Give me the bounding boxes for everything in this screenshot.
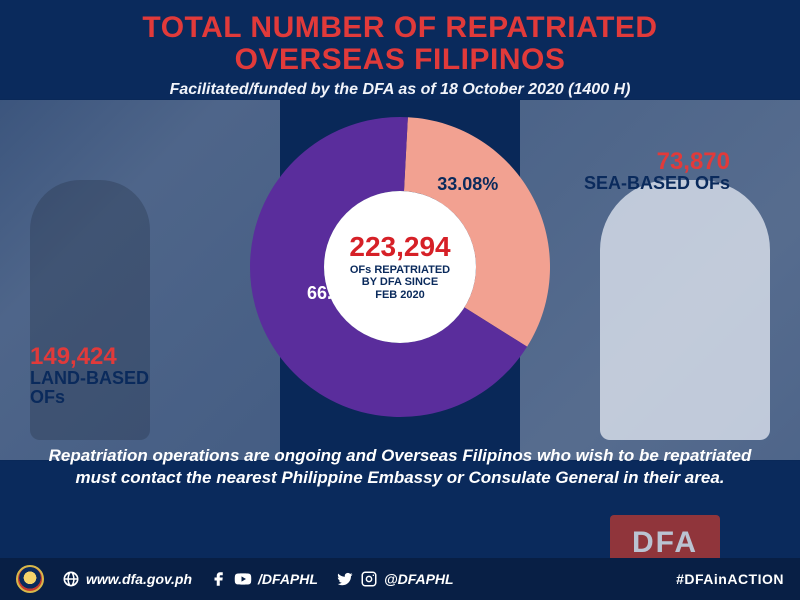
callout-land-label-1: LAND-BASED [30, 368, 149, 388]
pct-label-land: 66.92% [307, 283, 368, 304]
center-sub-1: OFs REPATRIATED [350, 264, 450, 276]
pct-label-sea: 33.08% [437, 174, 498, 195]
twitter-icon [336, 570, 354, 588]
header-block: TOTAL NUMBER OF REPATRIATED OVERSEAS FIL… [0, 12, 800, 99]
youtube-icon [234, 570, 252, 588]
callout-sea-number: 73,870 [584, 150, 730, 174]
callout-land-number: 149,424 [30, 345, 149, 369]
globe-icon [62, 570, 80, 588]
center-sub-2: BY DFA SINCE [362, 276, 438, 288]
dfa-seal-icon [16, 565, 44, 593]
footer-website-group: www.dfa.gov.ph [62, 570, 192, 588]
footer-website: www.dfa.gov.ph [86, 571, 192, 587]
footer-hashtag: #DFAinACTION [676, 571, 784, 587]
instagram-icon [360, 570, 378, 588]
footer-bar: www.dfa.gov.ph /DFAPHL @DFAPHL #DFAinACT… [0, 558, 800, 600]
donut-center: 223,294 OFs REPATRIATED BY DFA SINCE FEB… [324, 191, 476, 343]
infographic-canvas: DFA TOTAL NUMBER OF REPATRIATED OVERSEAS… [0, 0, 800, 600]
title-line-2: OVERSEAS FILIPINOS [235, 43, 566, 76]
page-title: TOTAL NUMBER OF REPATRIATED OVERSEAS FIL… [0, 12, 800, 75]
callout-sea-label: SEA-BASED OFs [584, 174, 730, 193]
center-sub-3: FEB 2020 [375, 289, 425, 301]
title-line-1: TOTAL NUMBER OF REPATRIATED [142, 11, 657, 44]
page-subtitle: Facilitated/funded by the DFA as of 18 O… [0, 81, 800, 99]
footer-handle-twig: @DFAPHL [384, 571, 454, 587]
footnote-text: Repatriation operations are ongoing and … [0, 445, 800, 489]
callout-land-label: LAND-BASED OFs [30, 369, 149, 407]
footer-tw-ig-group: @DFAPHL [336, 570, 454, 588]
callout-land: 149,424 LAND-BASED OFs [30, 345, 149, 407]
callout-sea: 73,870 SEA-BASED OFs [584, 150, 730, 193]
center-total-number: 223,294 [349, 233, 450, 261]
footer-fb-yt-group: /DFAPHL [210, 570, 318, 588]
facebook-icon [210, 570, 228, 588]
footer-handle-fbyt: /DFAPHL [258, 571, 318, 587]
donut-chart: 223,294 OFs REPATRIATED BY DFA SINCE FEB… [245, 112, 555, 422]
callout-land-label-2: OFs [30, 387, 65, 407]
bg-person-right: DFA [600, 180, 770, 440]
